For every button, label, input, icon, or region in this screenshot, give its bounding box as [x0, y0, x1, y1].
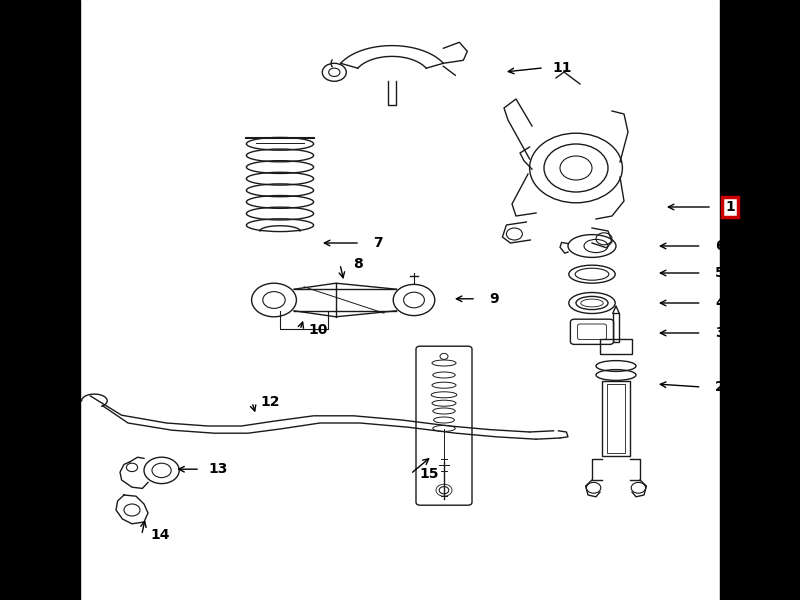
Text: 14: 14	[150, 528, 170, 542]
Text: 8: 8	[354, 257, 363, 271]
Text: 7: 7	[374, 236, 383, 250]
Text: 5: 5	[715, 266, 725, 280]
Bar	[613, 313, 619, 342]
Text: 3: 3	[715, 326, 725, 340]
Bar	[600, 339, 632, 354]
Bar	[607, 384, 625, 453]
Text: 10: 10	[309, 323, 328, 337]
Text: 13: 13	[209, 462, 228, 476]
Text: 1: 1	[726, 200, 735, 214]
Bar	[602, 381, 630, 456]
Text: 2: 2	[715, 380, 725, 394]
Text: 4: 4	[715, 296, 725, 310]
Bar	[0, 0, 80, 600]
Text: 6: 6	[715, 239, 725, 253]
Bar	[720, 0, 800, 600]
Text: 15: 15	[419, 467, 438, 481]
Text: 9: 9	[490, 292, 499, 306]
Text: 12: 12	[261, 395, 280, 409]
Text: 11: 11	[553, 61, 572, 75]
